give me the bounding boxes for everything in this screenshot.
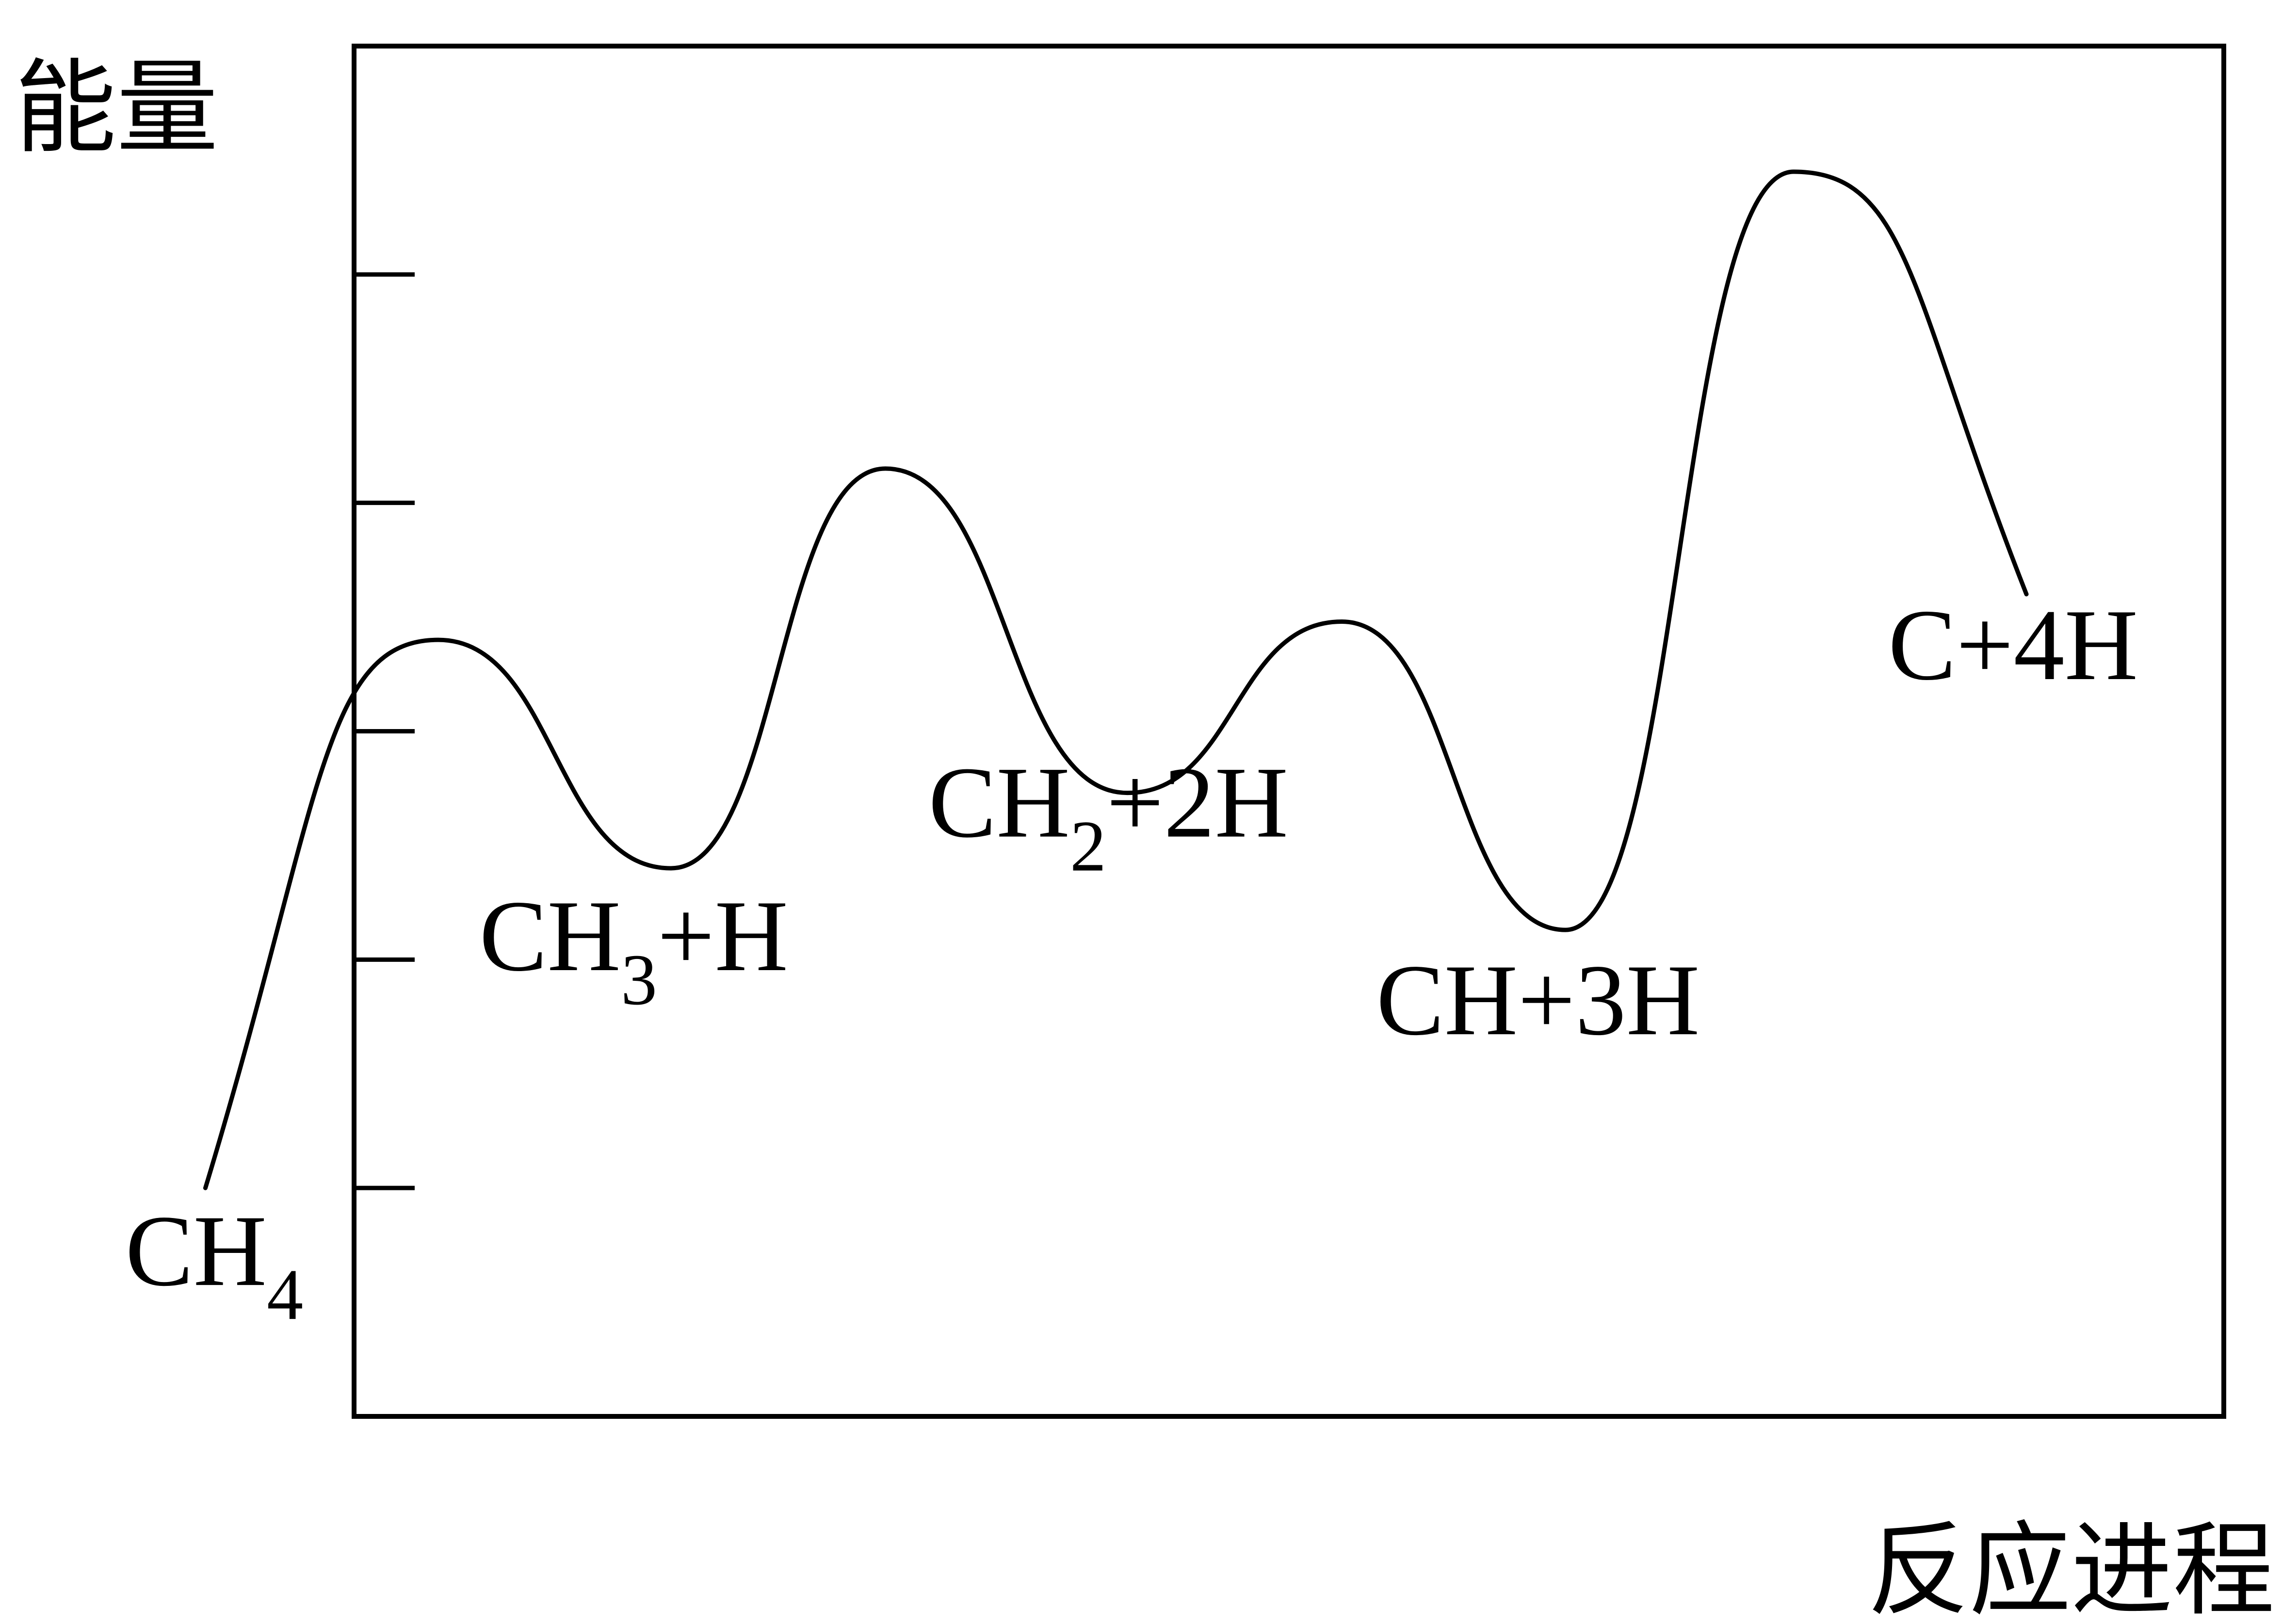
species-label-8: C+4H [1888,589,2138,701]
y-tick-marks [354,272,415,1190]
species-label-4: CH2+2H [928,747,1288,887]
species-label-2: CH3+H [479,880,788,1020]
species-label-0: CH4 [125,1195,303,1335]
x-axis-title: 反应进程 [1867,1511,2275,1624]
species-labels: CH4 CH3+H CH2+2H CH+3H C+4H [125,589,2138,1335]
species-label-6: CH+3H [1376,944,1700,1056]
plot-frame [352,44,2226,1419]
y-axis-title: 能量 [15,49,218,167]
energy-curve [203,169,2029,1190]
